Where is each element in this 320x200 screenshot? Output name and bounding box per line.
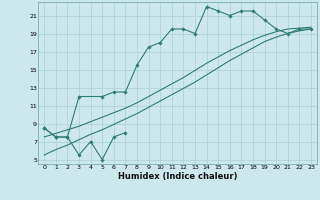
X-axis label: Humidex (Indice chaleur): Humidex (Indice chaleur) — [118, 172, 237, 181]
